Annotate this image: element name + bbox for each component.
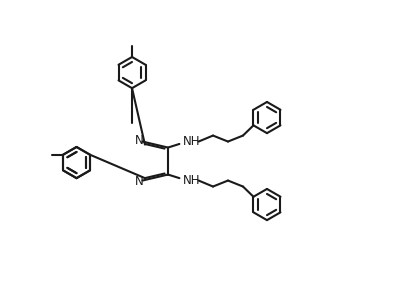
Text: N: N — [134, 135, 143, 148]
Text: N: N — [134, 175, 143, 188]
Text: NH: NH — [183, 174, 200, 187]
Text: NH: NH — [183, 135, 200, 148]
